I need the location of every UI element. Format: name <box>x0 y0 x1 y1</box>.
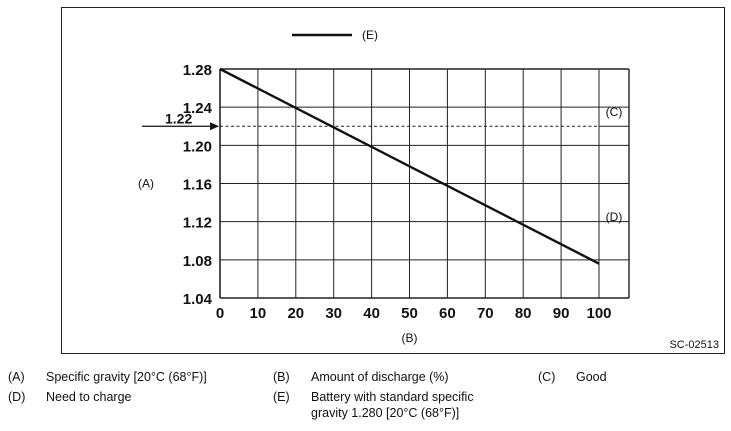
legend-text: gravity 1.280 [20°C (68°F)] <box>311 406 460 420</box>
legend-text: Battery with standard specific <box>311 390 474 404</box>
y-tick-label: 1.08 <box>183 253 212 270</box>
x-tick-label: 10 <box>250 305 267 322</box>
y-tick-label: 1.04 <box>183 291 213 308</box>
y-tick-label: 1.20 <box>183 138 212 155</box>
y-tick-label: 1.24 <box>183 100 213 117</box>
legend-text: Amount of discharge (%) <box>311 370 449 384</box>
region-label: (D) <box>606 210 623 224</box>
legend-key: (D) <box>8 390 26 404</box>
figure-frame: 1.22 1.28 1.24 1.20 1.16 1.12 1.08 1.04 0 10 20 30 4… <box>61 7 725 354</box>
figure-legend: (A) Specific gravity [20°C (68°F)] (B) A… <box>0 360 731 431</box>
y-axis-label: (A) <box>138 177 154 191</box>
x-tick-label: 20 <box>287 305 304 322</box>
legend-key: (A) <box>8 370 25 384</box>
region-label: (C) <box>606 105 623 119</box>
y-tick-label: 1.12 <box>183 215 212 232</box>
x-tick-label: 60 <box>439 305 456 322</box>
series-line <box>219 67 600 265</box>
legend-text: Good <box>576 370 607 384</box>
x-tick-label: 70 <box>477 305 494 322</box>
y-tick-label: 1.16 <box>183 177 212 194</box>
legend-key: (B) <box>273 370 290 384</box>
y-tick-label: 1.28 <box>183 62 212 79</box>
x-tick-label: 100 <box>586 305 611 322</box>
x-tick-label: 50 <box>401 305 418 322</box>
chart: 1.22 1.28 1.24 1.20 1.16 1.12 1.08 1.040 10 20 30 4… <box>138 28 719 351</box>
x-tick-label: 40 <box>363 305 380 322</box>
legend-text: Need to charge <box>46 390 132 404</box>
x-tick-label: 80 <box>515 305 532 322</box>
x-tick-label: 0 <box>216 305 224 322</box>
legend-text: Specific gravity [20°C (68°F)] <box>46 370 207 384</box>
legend-key: (C) <box>538 370 556 384</box>
legend-key: (E) <box>273 390 290 404</box>
reference-label: 1.22 <box>165 110 192 126</box>
x-axis-label: (B) <box>402 331 418 345</box>
legend-sample-label: (E) <box>362 28 378 42</box>
x-tick-label: 30 <box>325 305 342 322</box>
reference-arrow-head <box>210 122 219 131</box>
figure-code: SC-02513 <box>669 339 719 351</box>
x-tick-label: 90 <box>553 305 570 322</box>
